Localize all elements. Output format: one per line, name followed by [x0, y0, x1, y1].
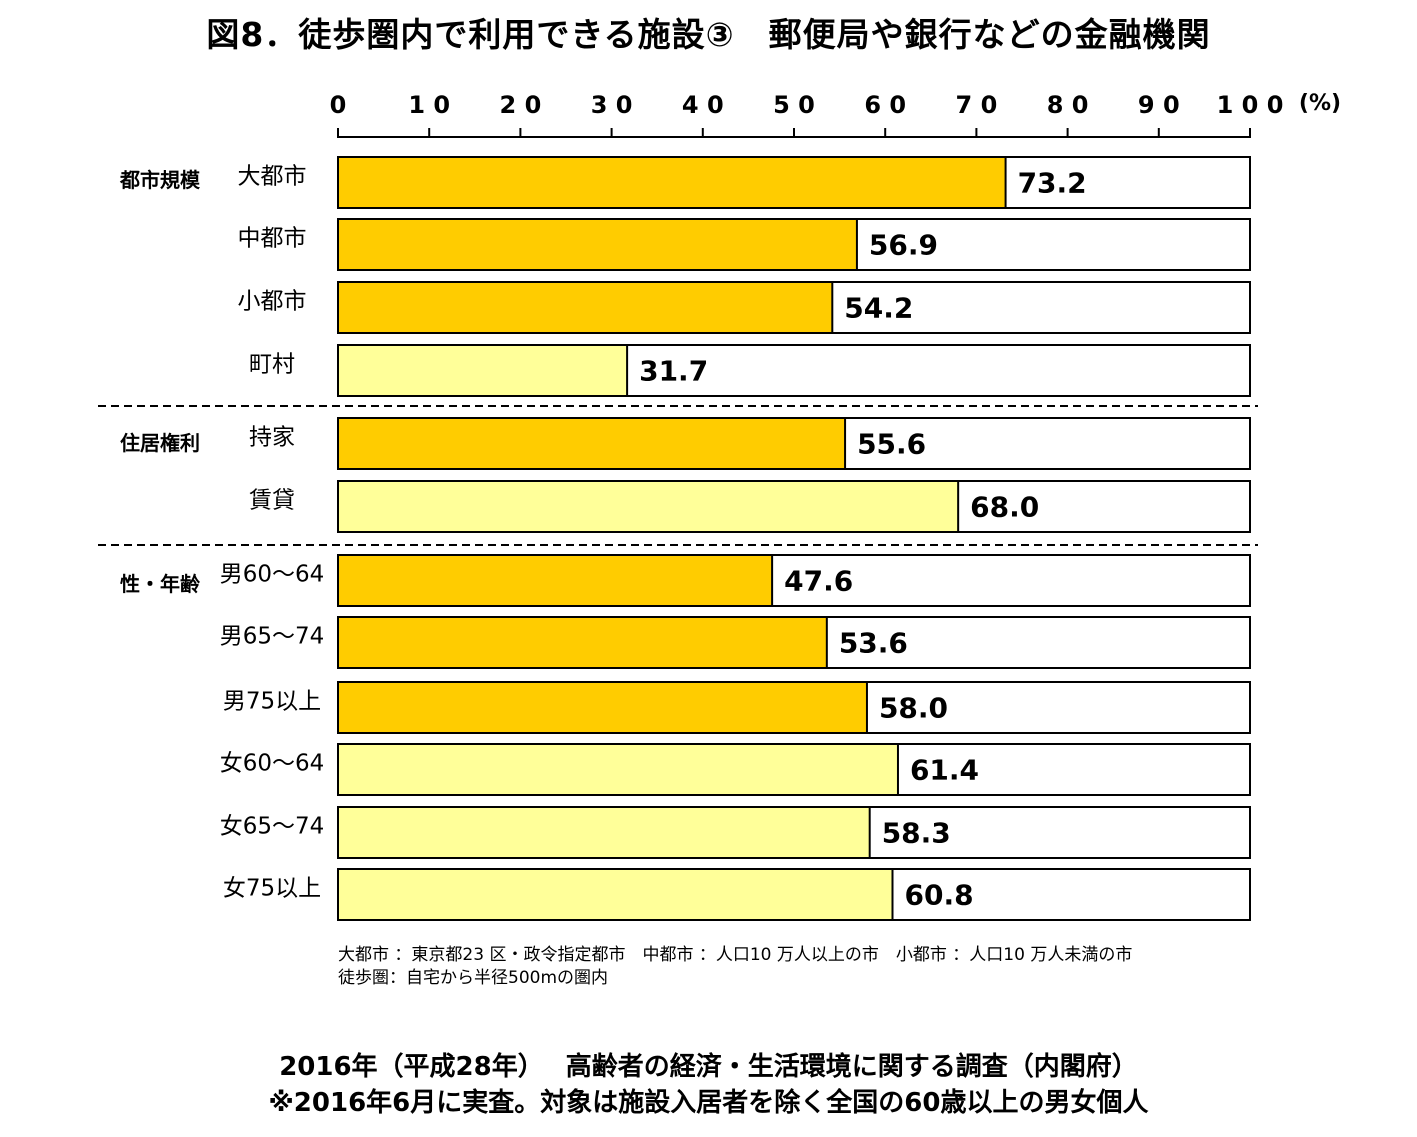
chart-title: 図8．徒歩圏内で利用できる施設③ 郵便局や銀行などの金融機関: [206, 15, 1211, 54]
category-label: 小都市: [238, 289, 307, 315]
category-label: 女65～74: [220, 814, 325, 840]
bar-value-label: 60.8: [904, 879, 973, 912]
bar: [337, 156, 1007, 209]
bar: [337, 218, 858, 271]
category-label: 女75以上: [223, 876, 321, 902]
bar: [337, 554, 774, 607]
x-tick-label: 0: [330, 91, 347, 119]
bar-value-label: 68.0: [970, 491, 1039, 524]
category-label: 賃貸: [249, 488, 295, 514]
bar-value-label: 58.0: [879, 692, 948, 725]
x-tick-label: 9 0: [1138, 91, 1180, 119]
footer-source: 2016年（平成28年） 高齢者の経済・生活環境に関する調査（内閣府）: [279, 1052, 1138, 1082]
x-tick-label: 3 0: [591, 91, 633, 119]
bar: [337, 417, 847, 470]
bar-value-label: 56.9: [869, 229, 938, 262]
x-tick-label: 7 0: [956, 91, 998, 119]
bar-value-label: 73.2: [1018, 167, 1087, 200]
x-tick-label: 6 0: [864, 91, 906, 119]
bar: [337, 681, 868, 734]
group-label: 性・年齢: [120, 572, 201, 596]
category-label: 男60～64: [220, 562, 325, 588]
footer-survey-note: ※2016年6月に実査。対象は施設入居者を除く全国の60歳以上の男女個人: [268, 1088, 1149, 1118]
bar: [337, 806, 871, 859]
bar-value-label: 31.7: [639, 355, 708, 388]
bar: [337, 344, 629, 397]
category-label: 男75以上: [223, 689, 321, 715]
bar-value-label: 55.6: [857, 428, 926, 461]
bar: [337, 616, 828, 669]
x-tick-label: 1 0: [408, 91, 450, 119]
bar-value-label: 61.4: [910, 754, 979, 787]
x-tick-label: 5 0: [773, 91, 815, 119]
category-label: 持家: [249, 425, 295, 451]
category-label: 大都市: [238, 164, 307, 190]
category-label: 女60～64: [220, 751, 325, 777]
category-label: 町村: [249, 352, 295, 378]
note-walking-range: 徒歩圏：自宅から半径500mの圏内: [338, 968, 609, 988]
group-label: 住居権利: [120, 431, 200, 455]
bar-value-label: 58.3: [882, 817, 951, 850]
bar: [337, 743, 899, 796]
x-tick-label: 8 0: [1047, 91, 1089, 119]
bar: [337, 868, 894, 921]
x-tick-label: 2 0: [500, 91, 542, 119]
bar-value-label: 53.6: [839, 627, 908, 660]
x-tick-label: 4 0: [682, 91, 724, 119]
bar-value-label: 47.6: [784, 565, 853, 598]
bar: [337, 281, 834, 334]
category-label: 中都市: [238, 226, 307, 252]
axis-unit-label: (%): [1299, 91, 1341, 116]
note-city-size: 大都市 ：東京都23 区・政令指定都市 中都市 ：人口10 万人以上の市 小都市…: [338, 945, 1133, 965]
category-label: 男65～74: [220, 624, 325, 650]
bar: [337, 480, 960, 533]
group-label: 都市規模: [119, 168, 201, 192]
bar-value-label: 54.2: [844, 292, 913, 325]
x-tick-label: 1 0 0: [1217, 91, 1284, 119]
